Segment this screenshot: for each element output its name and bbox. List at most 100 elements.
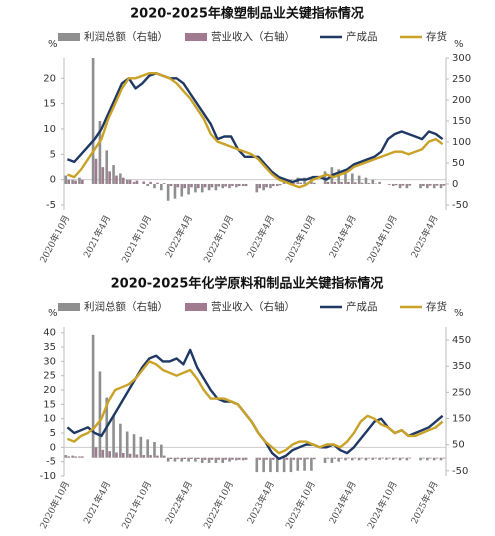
right-unit: % bbox=[454, 39, 464, 50]
bar bbox=[101, 449, 105, 458]
x-tick-label: 2021年4月 bbox=[81, 213, 113, 260]
legend-swatch bbox=[58, 33, 80, 41]
bar bbox=[340, 457, 343, 459]
bar bbox=[265, 183, 268, 188]
bar bbox=[282, 181, 286, 184]
x-tick-label: 2021年4月 bbox=[81, 479, 113, 526]
bar bbox=[112, 165, 115, 184]
legend-label: 产成品 bbox=[346, 30, 378, 43]
y2-tick-label: -50 bbox=[452, 200, 468, 211]
bar bbox=[360, 457, 364, 459]
bar bbox=[272, 457, 275, 460]
bar bbox=[299, 457, 302, 460]
bar bbox=[156, 455, 159, 458]
bar bbox=[278, 183, 282, 186]
bar bbox=[351, 457, 354, 461]
bar bbox=[108, 451, 111, 458]
bar bbox=[401, 457, 405, 459]
bar bbox=[378, 181, 381, 184]
bar bbox=[333, 457, 337, 459]
bar bbox=[244, 183, 248, 187]
bar bbox=[183, 457, 186, 460]
x-tick-label: 2023年10月 bbox=[283, 479, 318, 531]
x-tick-label: 2023年10月 bbox=[283, 213, 318, 265]
bar bbox=[337, 169, 340, 184]
bar bbox=[128, 453, 132, 458]
bar bbox=[357, 175, 361, 184]
bar bbox=[94, 158, 98, 184]
bar bbox=[180, 457, 184, 462]
x-tick-label: 2024年10月 bbox=[365, 479, 400, 531]
right-unit: % bbox=[454, 308, 464, 319]
bar bbox=[244, 457, 248, 460]
legend-swatch bbox=[185, 303, 207, 311]
y-tick-label: 0 bbox=[50, 175, 56, 186]
bar bbox=[81, 456, 84, 458]
bar bbox=[228, 183, 231, 189]
bar bbox=[108, 171, 111, 184]
bar bbox=[187, 457, 190, 462]
bar bbox=[408, 457, 412, 459]
bar bbox=[194, 457, 197, 462]
legend-label: 营业收入（右轴） bbox=[211, 300, 295, 313]
legend-swatch bbox=[58, 303, 80, 311]
bar bbox=[442, 457, 446, 459]
x-tick-label: 2021年10月 bbox=[119, 213, 154, 265]
bar bbox=[323, 171, 327, 184]
bar bbox=[173, 457, 177, 462]
bar bbox=[344, 171, 347, 184]
bar bbox=[333, 181, 337, 184]
bar bbox=[353, 182, 357, 184]
chart: 2020-2025年橡塑制品业关键指标情况% % 利润总额（右轴） 营业收入（右轴） 产… bbox=[37, 6, 471, 265]
bar bbox=[428, 183, 432, 186]
bar bbox=[378, 457, 381, 460]
y-tick-label: 0 bbox=[50, 442, 56, 453]
bar bbox=[255, 183, 259, 193]
bar bbox=[217, 183, 221, 187]
legend-label: 产成品 bbox=[346, 300, 378, 313]
bar bbox=[310, 457, 313, 471]
bar bbox=[128, 179, 132, 184]
bar bbox=[146, 439, 149, 458]
bar bbox=[237, 457, 241, 460]
x-tick-label: 2023年4月 bbox=[244, 213, 276, 260]
y-tick-label: 10 bbox=[43, 414, 56, 425]
x-tick-label: 2024年4月 bbox=[326, 479, 358, 526]
bar bbox=[74, 180, 77, 184]
bar bbox=[442, 183, 446, 186]
bar bbox=[187, 183, 190, 195]
bar bbox=[265, 457, 268, 460]
bar bbox=[125, 179, 129, 184]
bar bbox=[439, 183, 443, 189]
x-tick-label: 2022年4月 bbox=[163, 479, 195, 526]
bar bbox=[241, 183, 245, 187]
bar bbox=[326, 457, 330, 459]
bar bbox=[156, 182, 159, 184]
bar bbox=[262, 457, 265, 473]
bar bbox=[323, 457, 327, 463]
bar bbox=[160, 444, 163, 458]
bar bbox=[135, 454, 139, 458]
bar bbox=[419, 457, 422, 461]
left-unit: % bbox=[48, 308, 58, 319]
bar bbox=[74, 456, 77, 458]
bar bbox=[439, 457, 443, 461]
bar bbox=[166, 457, 170, 462]
x-tick-label: 2025年4月 bbox=[408, 213, 440, 260]
y-tick-label: -5 bbox=[46, 457, 56, 468]
y-tick-label: 35 bbox=[43, 342, 56, 353]
bar bbox=[224, 183, 227, 187]
bar bbox=[371, 457, 375, 460]
y-tick-label: 15 bbox=[43, 99, 56, 110]
bar bbox=[160, 183, 163, 191]
bar bbox=[385, 457, 388, 460]
bar bbox=[282, 457, 286, 473]
bar bbox=[115, 175, 118, 184]
bar bbox=[299, 182, 302, 184]
bar bbox=[364, 457, 368, 461]
bar bbox=[426, 457, 429, 461]
x-tick-label: 2022年10月 bbox=[201, 479, 236, 531]
y2-tick-label: 0 bbox=[452, 179, 458, 190]
bar bbox=[241, 457, 245, 461]
bar bbox=[275, 457, 279, 473]
